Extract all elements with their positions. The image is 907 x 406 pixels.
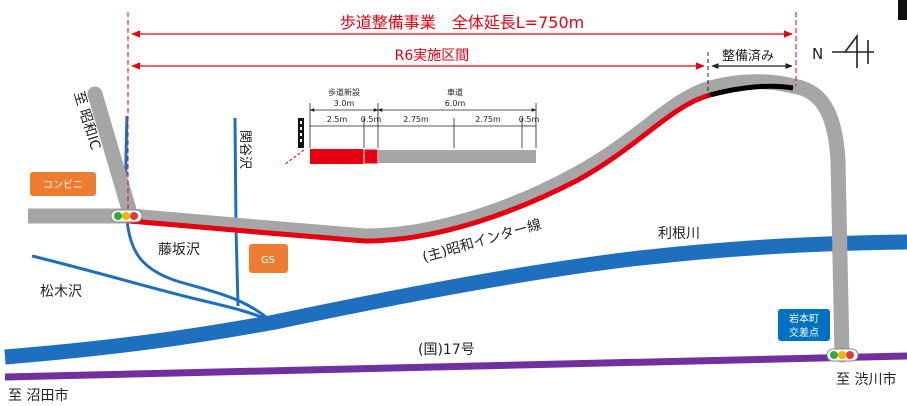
tonegawa-river	[4, 234, 907, 365]
konbini-marker: コンビニ	[30, 172, 96, 196]
completed-label: 整備済み	[722, 48, 774, 64]
cross-section: 歩道新設 3.0m 車道 6.0m 2.5m 0.5m 2.75m 2.75m …	[283, 87, 540, 166]
road-to-showa-ic	[87, 86, 138, 221]
cross-section-curb	[363, 148, 379, 165]
project-title: 歩道整備事業 全体延長L=750m	[340, 13, 584, 32]
dim-lane-1: 2.75m	[403, 115, 429, 124]
signal-iwamoto	[826, 348, 859, 362]
dim-lane-2: 2.75m	[475, 115, 501, 124]
roadway-width: 6.0m	[445, 99, 466, 108]
tonegawa-label: 利根川	[658, 226, 700, 242]
matsukizawa-label: 松木沢	[40, 284, 82, 300]
road-east-to-iwamoto	[785, 78, 850, 363]
north-label: N	[812, 45, 823, 63]
main-route-r6-section	[129, 92, 711, 244]
dim-sidewalk: 2.5m	[327, 115, 348, 124]
signal-west	[110, 209, 143, 223]
iwamoto-line1: 岩本町	[789, 312, 819, 325]
north-arrow: N	[812, 0, 907, 68]
dim-buffer-left: 0.5m	[361, 115, 382, 124]
sidewalk-new-width: 3.0m	[334, 99, 355, 108]
cross-section-roadway	[378, 150, 536, 163]
gs-label: GS	[261, 255, 275, 266]
r6-section-label: R6実施区間	[395, 48, 470, 64]
project-extent: 歩道整備事業 全体延長L=750m R6実施区間 整備済み	[127, 8, 797, 230]
main-route-base	[129, 74, 795, 244]
national-route-17	[4, 352, 907, 381]
fujisakazawa-label: 藤坂沢	[158, 242, 200, 258]
cross-section-sidewalk	[310, 149, 372, 164]
roadway-label: 車道	[447, 87, 463, 97]
sidewalk-new-label: 歩道新設	[328, 87, 360, 97]
shibukawa-label: 至 渋川市	[836, 371, 896, 388]
fujisakazawa-stream	[124, 115, 273, 324]
iwamoto-intersection-box: 岩本町 交差点	[778, 309, 830, 341]
numata-label: 至 沼田市	[8, 387, 68, 404]
kanyazawa-label: 関谷沢	[237, 130, 252, 169]
roads	[28, 74, 850, 363]
north-arrow-icon	[832, 33, 874, 68]
iwamoto-line2: 交差点	[789, 326, 819, 339]
gs-marker: GS	[249, 244, 288, 273]
main-route-completed-section	[709, 83, 794, 98]
konbini-label: コンビニ	[43, 179, 83, 191]
national-route-label: (国)17号	[418, 342, 475, 358]
dim-buffer-right: 0.5m	[519, 115, 540, 124]
matsukizawa-stream	[31, 254, 273, 324]
